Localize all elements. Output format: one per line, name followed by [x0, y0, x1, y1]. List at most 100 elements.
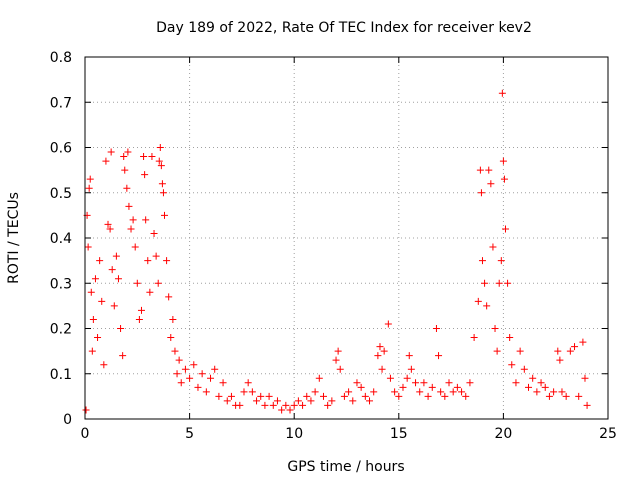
data-point-plus-marker: [395, 392, 403, 400]
data-point-plus-marker: [186, 374, 194, 382]
data-point-plus-marker: [227, 392, 235, 400]
data-point-plus-marker: [123, 184, 131, 192]
data-point-plus-marker: [520, 365, 528, 373]
x-tick-label: 25: [599, 426, 617, 442]
data-point-plus-marker: [554, 347, 562, 355]
y-tick-label: 0.3: [50, 276, 72, 292]
data-point-plus-marker: [512, 379, 520, 387]
data-point-plus-marker: [160, 211, 168, 219]
data-point-plus-marker: [303, 392, 311, 400]
data-point-plus-marker: [458, 388, 466, 396]
data-point-plus-marker: [435, 352, 443, 360]
data-point-plus-marker: [257, 392, 265, 400]
data-point-plus-marker: [94, 334, 102, 342]
data-point-plus-marker: [106, 225, 114, 233]
data-point-plus-marker: [124, 148, 132, 156]
data-point-plus-marker: [537, 379, 545, 387]
data-point-plus-marker: [477, 189, 485, 197]
data-point-plus-marker: [163, 257, 171, 265]
data-point-plus-marker: [146, 288, 154, 296]
axis-ticks: 0 5 10 15 20 25 0 0.1 0.2 0.3 0.4 0.5 0.6 0.7 0.8: [50, 50, 617, 442]
data-point-plus-marker: [82, 406, 90, 414]
data-point-plus-marker: [336, 365, 344, 373]
data-point-plus-marker: [240, 388, 248, 396]
y-tick-label: 0.8: [50, 50, 72, 66]
data-point-plus-marker: [102, 157, 110, 165]
data-point-plus-marker: [311, 388, 319, 396]
data-point-plus-marker: [131, 243, 139, 251]
data-point-plus-marker: [307, 397, 315, 405]
data-point-plus-marker: [571, 343, 579, 351]
data-point-plus-marker: [159, 189, 167, 197]
data-point-plus-marker: [137, 306, 145, 314]
data-point-plus-marker: [495, 279, 503, 287]
data-point-plus-marker: [583, 401, 591, 409]
data-point-plus-marker: [428, 383, 436, 391]
data-point-plus-marker: [140, 153, 148, 161]
data-point-plus-marker: [117, 325, 125, 332]
data-point-plus-marker: [165, 293, 173, 301]
data-point-plus-marker: [248, 388, 256, 396]
data-point-plus-marker: [158, 180, 166, 188]
data-point-plus-marker: [420, 379, 428, 387]
x-tick-label: 5: [185, 426, 194, 442]
data-point-plus-marker: [119, 352, 127, 360]
data-point-plus-marker: [299, 401, 307, 409]
data-point-plus-marker: [378, 365, 386, 373]
data-point-plus-marker: [366, 397, 374, 405]
data-point-plus-marker: [100, 361, 108, 369]
data-point-plus-marker: [391, 388, 399, 396]
data-point-plus-marker: [476, 166, 484, 174]
data-point-plus-marker: [141, 171, 149, 179]
data-point-plus-marker: [575, 392, 583, 400]
data-point-plus-marker: [562, 392, 570, 400]
data-point-plus-marker: [353, 379, 361, 387]
data-point-plus-marker: [319, 392, 327, 400]
data-point-plus-marker: [265, 392, 273, 400]
y-axis-label: ROTI / TECUs: [6, 192, 22, 284]
data-point-plus-marker: [87, 288, 95, 296]
data-point-plus-marker: [525, 383, 533, 391]
data-point-plus-marker: [286, 406, 294, 414]
data-point-plus-marker: [481, 279, 489, 287]
data-point-plus-marker: [516, 347, 524, 355]
data-point-plus-marker: [156, 144, 164, 151]
data-point-plus-marker: [416, 388, 424, 396]
data-point-plus-marker: [290, 401, 298, 409]
data-point-plus-marker: [487, 180, 495, 188]
data-point-plus-marker: [384, 320, 392, 328]
data-point-plus-marker: [167, 334, 175, 342]
data-point-plus-marker: [88, 347, 96, 355]
x-axis-label: GPS time / hours: [287, 459, 404, 475]
data-point-plus-marker: [133, 279, 141, 287]
data-point-plus-marker: [223, 397, 231, 405]
x-tick-label: 0: [81, 426, 90, 442]
data-point-plus-marker: [506, 334, 514, 342]
y-tick-label: 0.6: [50, 141, 72, 157]
data-point-plus-marker: [340, 392, 348, 400]
data-point-plus-marker: [148, 153, 156, 161]
data-point-plus-marker: [173, 370, 181, 378]
data-point-plus-marker: [194, 383, 202, 391]
data-point-plus-marker: [407, 365, 415, 373]
data-point-plus-marker: [376, 343, 384, 351]
data-point-plus-marker: [370, 388, 378, 396]
data-point-plus-marker: [269, 401, 277, 409]
data-point-plus-marker: [491, 325, 499, 332]
data-point-plus-marker: [96, 257, 104, 265]
x-tick-label: 10: [285, 426, 303, 442]
data-point-plus-marker: [556, 356, 564, 364]
data-point-plus-marker: [253, 397, 261, 405]
data-point-plus-marker: [107, 148, 115, 156]
data-point-plus-marker: [282, 401, 290, 409]
data-point-plus-marker: [345, 388, 353, 396]
data-point-plus-marker: [108, 266, 116, 274]
data-point-plus-marker: [244, 379, 252, 387]
data-point-plus-marker: [332, 356, 340, 364]
data-point-plus-marker: [499, 157, 507, 165]
data-point-plus-marker: [190, 361, 198, 369]
data-point-plus-marker: [412, 379, 420, 387]
data-point-plus-marker: [121, 166, 129, 174]
data-point-plus-marker: [261, 401, 269, 409]
